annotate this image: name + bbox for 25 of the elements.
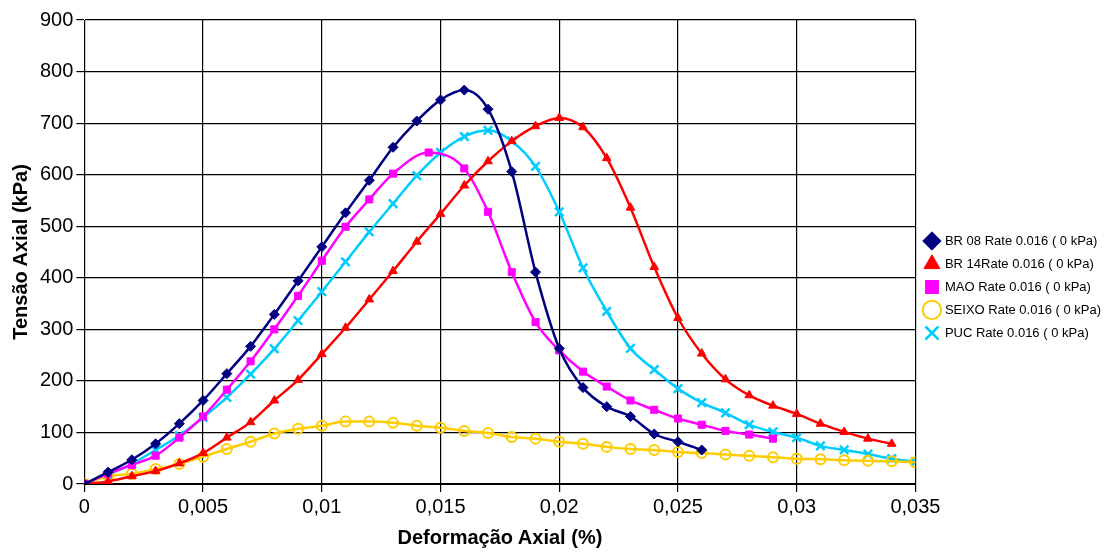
y-tick-label: 700: [39, 110, 74, 133]
y-tick-label: 400: [39, 265, 74, 288]
x-tick-label: 0,025: [652, 494, 704, 517]
x-tick-label: 0,01: [302, 494, 342, 517]
x-tick-label: 0,015: [415, 494, 466, 517]
legend-label: BR 14Rate 0.016 ( 0 kPa): [944, 255, 1094, 271]
legend-label: MAO Rate 0.016 ( 0 kPa): [944, 278, 1091, 294]
x-tick-label: 0,005: [178, 494, 229, 517]
y-tick-label: 200: [39, 368, 74, 391]
x-tick-label: 0,02: [539, 494, 579, 517]
x-tick-label: 0: [78, 494, 90, 517]
y-tick-label: 800: [39, 59, 74, 82]
y-axis-title: Tensão Axial (kPa): [8, 164, 31, 340]
y-tick-label: 0: [62, 471, 74, 494]
x-tick-label: 0,03: [777, 494, 817, 517]
y-tick-label: 100: [39, 419, 74, 442]
x-tick-label: 0,035: [890, 494, 941, 517]
legend-label: BR 08 Rate 0.016 ( 0 kPa): [944, 232, 1098, 248]
y-tick-label: 300: [39, 316, 74, 339]
x-axis-title: Deformação Axial (%): [397, 525, 603, 548]
legend-label: PUC Rate 0.016 ( 0 kPa): [944, 324, 1089, 340]
legend-label: SEIXO Rate 0.016 ( 0 kPa): [944, 301, 1101, 317]
y-tick-label: 900: [39, 7, 74, 30]
y-tick-label: 600: [39, 162, 74, 185]
y-tick-label: 500: [39, 213, 74, 236]
